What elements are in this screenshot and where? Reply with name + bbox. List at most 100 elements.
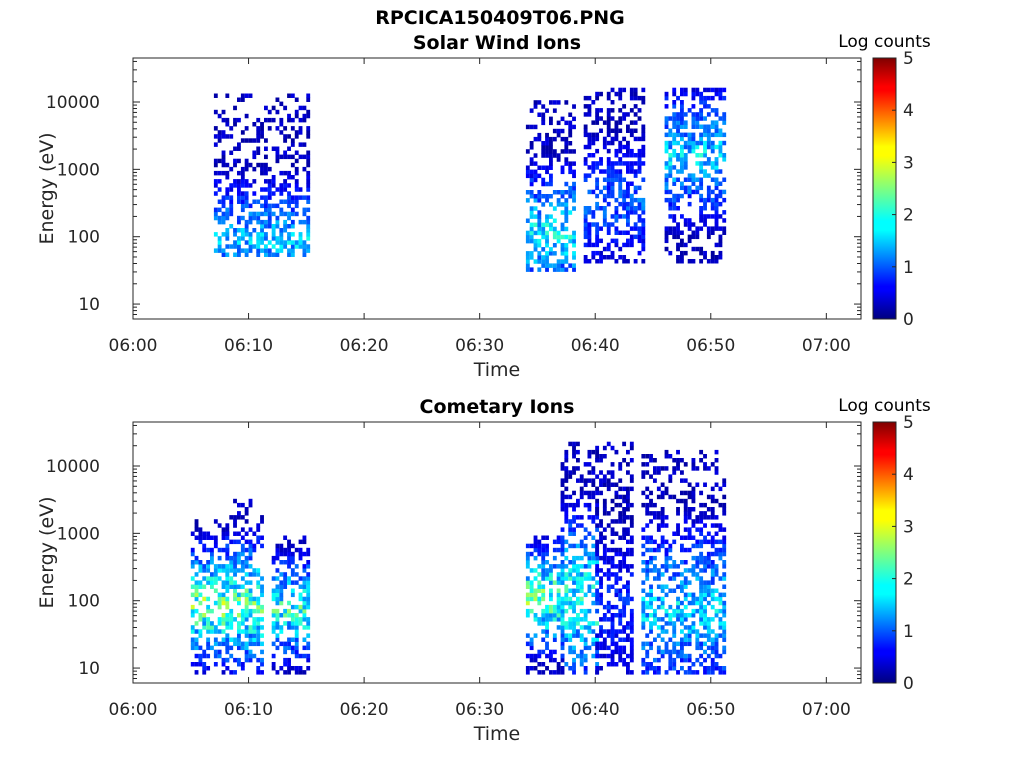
spectrogram-cell <box>283 126 288 131</box>
spectrogram-cell <box>564 494 569 500</box>
spectrogram-cell <box>680 148 684 154</box>
spectrogram-cell <box>706 580 711 585</box>
spectrogram-cell <box>568 560 573 565</box>
spectrogram-cell <box>602 177 607 182</box>
spectrogram-cell <box>641 462 646 467</box>
spectrogram-cell <box>691 543 696 549</box>
spectrogram-cell <box>198 613 203 618</box>
spectrogram-cell <box>572 662 576 667</box>
spectrogram-cell <box>287 224 291 229</box>
spectrogram-cell <box>287 645 291 651</box>
spectrogram-cell <box>533 206 538 211</box>
spectrogram-cell <box>691 662 696 667</box>
spectrogram-cell <box>290 138 295 143</box>
spectrogram-cell <box>606 120 611 125</box>
spectrogram-cell <box>706 600 711 606</box>
spectrogram-cell <box>572 198 576 203</box>
spectrogram-cell <box>710 511 715 516</box>
spectrogram-cell <box>626 600 630 606</box>
spectrogram-cell <box>579 494 584 500</box>
spectrogram-cell <box>618 161 623 166</box>
spectrogram-cell <box>606 230 611 235</box>
spectrogram-cell <box>622 604 627 610</box>
spectrogram-cell <box>606 108 611 113</box>
spectrogram-cell <box>610 165 615 170</box>
spectrogram-cell <box>252 547 257 553</box>
spectrogram-cell <box>672 132 677 138</box>
spectrogram-cell <box>252 138 257 143</box>
spectrogram-cell <box>714 568 719 573</box>
spectrogram-cell <box>606 255 611 260</box>
spectrogram-cell <box>691 234 696 240</box>
spectrogram-cell <box>629 625 634 630</box>
spectrogram-cell <box>710 596 715 602</box>
spectrogram-cell <box>244 248 249 253</box>
spectrogram-cell <box>545 165 549 170</box>
spectrogram-cell <box>256 535 261 540</box>
spectrogram-cell <box>579 515 584 520</box>
spectrogram-cell <box>545 560 549 565</box>
spectrogram-cell <box>302 207 307 213</box>
spectrogram-cell <box>533 104 538 109</box>
spectrogram-cell <box>695 560 700 565</box>
spectrogram-cell <box>699 185 704 191</box>
spectrogram-cell <box>622 584 627 589</box>
spectrogram-cell <box>691 144 696 150</box>
spectrogram-cell <box>595 564 600 569</box>
spectrogram-cell <box>233 637 237 642</box>
spectrogram-cell <box>213 170 218 176</box>
spectrogram-cell <box>267 126 272 131</box>
spectrogram-cell <box>556 617 561 622</box>
spectrogram-cell <box>683 165 688 170</box>
spectrogram-cell <box>560 527 565 532</box>
spectrogram-cell <box>610 633 615 638</box>
colorbar-tick-label: 4 <box>903 101 914 121</box>
spectrogram-cell <box>244 162 249 168</box>
spectrogram-cell <box>645 486 650 492</box>
spectrogram-cell <box>660 511 665 516</box>
spectrogram-cell <box>683 515 688 520</box>
spectrogram-cell <box>703 169 707 174</box>
spectrogram-cell <box>710 617 715 622</box>
spectrogram-cell <box>703 153 707 158</box>
spectrogram-cell <box>718 128 723 133</box>
spectrogram-cell <box>683 498 688 504</box>
spectrogram-cell <box>695 226 700 231</box>
spectrogram-cell <box>602 498 607 504</box>
spectrogram-cell <box>533 588 538 593</box>
spectrogram-cell <box>213 576 218 581</box>
spectrogram-cell <box>602 206 607 211</box>
spectrogram-cell <box>225 645 230 651</box>
spectrogram-cell <box>599 555 603 561</box>
spectrogram-cell <box>710 560 715 565</box>
spectrogram-cell <box>656 625 661 630</box>
spectrogram-cell <box>225 564 230 569</box>
spectrogram-cell <box>283 183 288 188</box>
spectrogram-cell <box>722 564 727 569</box>
colorbar-tick-label: 1 <box>903 258 914 278</box>
spectrogram-cell <box>703 523 707 528</box>
spectrogram-cell <box>606 91 611 97</box>
spectrogram-cell <box>718 87 723 93</box>
spectrogram-cell <box>256 252 261 257</box>
spectrogram-cell <box>587 449 592 455</box>
spectrogram-cell <box>560 535 565 540</box>
spectrogram-cell <box>587 462 592 467</box>
spectrogram-cell <box>533 633 538 638</box>
spectrogram-cell <box>533 653 538 659</box>
spectrogram-cell <box>560 128 565 134</box>
spectrogram-cell <box>549 613 553 618</box>
spectrogram-cell <box>656 527 661 532</box>
spectrogram-cell <box>279 130 284 135</box>
spectrogram-cell <box>610 613 615 618</box>
spectrogram-cell <box>606 576 611 581</box>
spectrogram-cell <box>244 138 249 143</box>
spectrogram-cell <box>587 173 592 178</box>
spectrogram-cell <box>695 124 700 129</box>
spectrogram-cell <box>641 502 646 508</box>
spectrogram-cell <box>722 629 727 634</box>
spectrogram-cell <box>610 539 615 545</box>
spectrogram-cell <box>279 170 284 176</box>
spectrogram-cell <box>579 478 584 483</box>
spectrogram-cell <box>687 657 692 663</box>
